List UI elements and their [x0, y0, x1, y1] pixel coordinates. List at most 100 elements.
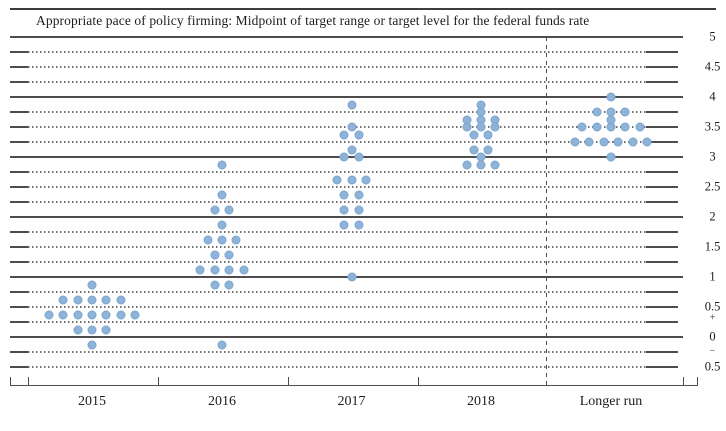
- projection-dot: [577, 122, 587, 132]
- gridline-dotted: [28, 126, 646, 128]
- projection-dot: [116, 295, 126, 304]
- gridline-right-cap: [646, 81, 678, 83]
- gridline-dotted: [28, 306, 646, 308]
- projection-dot: [224, 280, 234, 289]
- gridline-left-cap: [10, 231, 28, 233]
- y-tick-label: 1: [709, 269, 716, 284]
- gridline-left-cap: [10, 81, 28, 83]
- projection-dot: [354, 190, 364, 199]
- gridline-left-cap: [10, 51, 28, 53]
- projection-dot: [592, 107, 602, 117]
- projection-dot: [101, 310, 111, 319]
- gridline-right-cap: [646, 141, 678, 143]
- projection-dot: [635, 122, 645, 132]
- projection-dot: [87, 295, 97, 304]
- y-tick-label: 0: [709, 329, 716, 344]
- projection-dot: [606, 122, 616, 132]
- projection-dot: [195, 265, 205, 274]
- gridline-dotted: [28, 291, 646, 293]
- projection-dot: [476, 160, 486, 169]
- projection-dot: [354, 205, 364, 214]
- gridline-right-cap: [646, 126, 678, 128]
- y-tick-label: 3: [709, 149, 716, 164]
- projection-dot: [217, 340, 227, 349]
- projection-dot: [469, 145, 479, 154]
- x-axis-tick: [158, 377, 160, 386]
- gridline-left-cap: [10, 351, 28, 353]
- title-top-rule: [10, 8, 716, 10]
- x-axis-tick: [10, 377, 12, 386]
- projection-dot: [116, 310, 126, 319]
- projection-dot: [606, 152, 616, 162]
- x-category-label: 2015: [78, 394, 106, 409]
- gridline-right-cap: [646, 246, 678, 248]
- gridline-solid: [10, 96, 683, 98]
- projection-dot: [490, 115, 500, 124]
- projection-dot: [87, 310, 97, 319]
- gridline-left-cap: [10, 306, 28, 308]
- gridline-dotted: [28, 366, 646, 368]
- projection-dot: [592, 122, 602, 132]
- projection-dot: [483, 130, 493, 139]
- projection-dot: [58, 295, 68, 304]
- x-axis-tick: [28, 377, 30, 386]
- gridline-dotted: [28, 231, 646, 233]
- x-category-label: 2017: [337, 394, 366, 409]
- gridline-dotted: [28, 351, 646, 353]
- x-category-label: 2018: [467, 394, 495, 409]
- projection-dot: [87, 280, 97, 289]
- projection-dot: [462, 122, 472, 132]
- gridline-right-cap: [646, 291, 678, 293]
- projection-dot: [613, 137, 623, 147]
- gridline-solid: [10, 216, 683, 218]
- gridline-left-cap: [10, 321, 28, 323]
- projection-dot: [217, 160, 227, 169]
- gridline-dotted: [28, 321, 646, 323]
- projection-dot: [490, 160, 500, 169]
- y-tick-label: 5: [709, 29, 716, 44]
- gridline-right-cap: [646, 366, 678, 368]
- gridline-right-cap: [646, 321, 678, 323]
- projection-dot: [476, 100, 486, 109]
- x-category-label: 2016: [208, 394, 236, 409]
- gridline-left-cap: [10, 246, 28, 248]
- x-axis-line: [10, 385, 697, 387]
- projection-dot: [490, 122, 500, 132]
- gridline-dotted: [28, 201, 646, 203]
- projection-dot: [73, 310, 83, 319]
- projection-dot: [599, 137, 609, 147]
- gridline-dotted: [28, 186, 646, 188]
- projection-dot: [469, 130, 479, 139]
- projection-dot: [642, 137, 652, 147]
- gridline-dotted: [28, 246, 646, 248]
- gridline-dotted: [28, 261, 646, 263]
- projection-dot: [361, 175, 371, 184]
- projection-dot: [210, 265, 220, 274]
- projection-dot: [339, 205, 349, 214]
- gridline-right-cap: [646, 261, 678, 263]
- y-tick-label: +: [709, 312, 716, 324]
- projection-dot: [101, 325, 111, 334]
- projection-dot: [231, 235, 241, 244]
- projection-dot: [210, 205, 220, 214]
- projection-dot: [332, 175, 342, 184]
- projection-dot: [476, 115, 486, 124]
- gridline-left-cap: [10, 111, 28, 113]
- projection-dot: [347, 145, 356, 154]
- projection-dot: [628, 137, 638, 147]
- chart-title: Appropriate pace of policy firming: Midp…: [36, 13, 590, 28]
- gridline-left-cap: [10, 66, 28, 68]
- projection-dot: [339, 190, 349, 199]
- projection-dot: [217, 235, 227, 244]
- projection-dot: [462, 115, 472, 124]
- projection-dot: [130, 310, 140, 319]
- projection-dot: [620, 122, 630, 132]
- projection-dot: [73, 295, 83, 304]
- y-tick-label: 4: [709, 89, 716, 104]
- projection-dot: [217, 190, 227, 199]
- gridline-solid: [10, 276, 683, 278]
- projection-dot: [339, 130, 349, 139]
- gridline-left-cap: [10, 201, 28, 203]
- projection-dot: [87, 340, 97, 349]
